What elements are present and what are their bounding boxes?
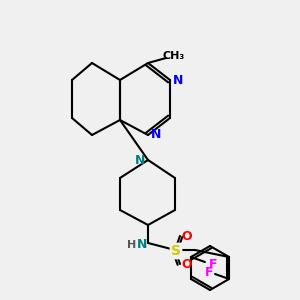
Text: N: N <box>137 238 147 251</box>
Text: S: S <box>171 244 181 258</box>
Text: N: N <box>135 154 145 166</box>
Text: N: N <box>151 128 161 142</box>
Text: F: F <box>209 257 217 271</box>
Text: H: H <box>128 240 136 250</box>
Text: O: O <box>182 230 192 242</box>
Text: F: F <box>205 266 213 278</box>
Text: O: O <box>182 257 192 271</box>
Text: CH₃: CH₃ <box>163 51 185 61</box>
Text: N: N <box>173 74 183 86</box>
